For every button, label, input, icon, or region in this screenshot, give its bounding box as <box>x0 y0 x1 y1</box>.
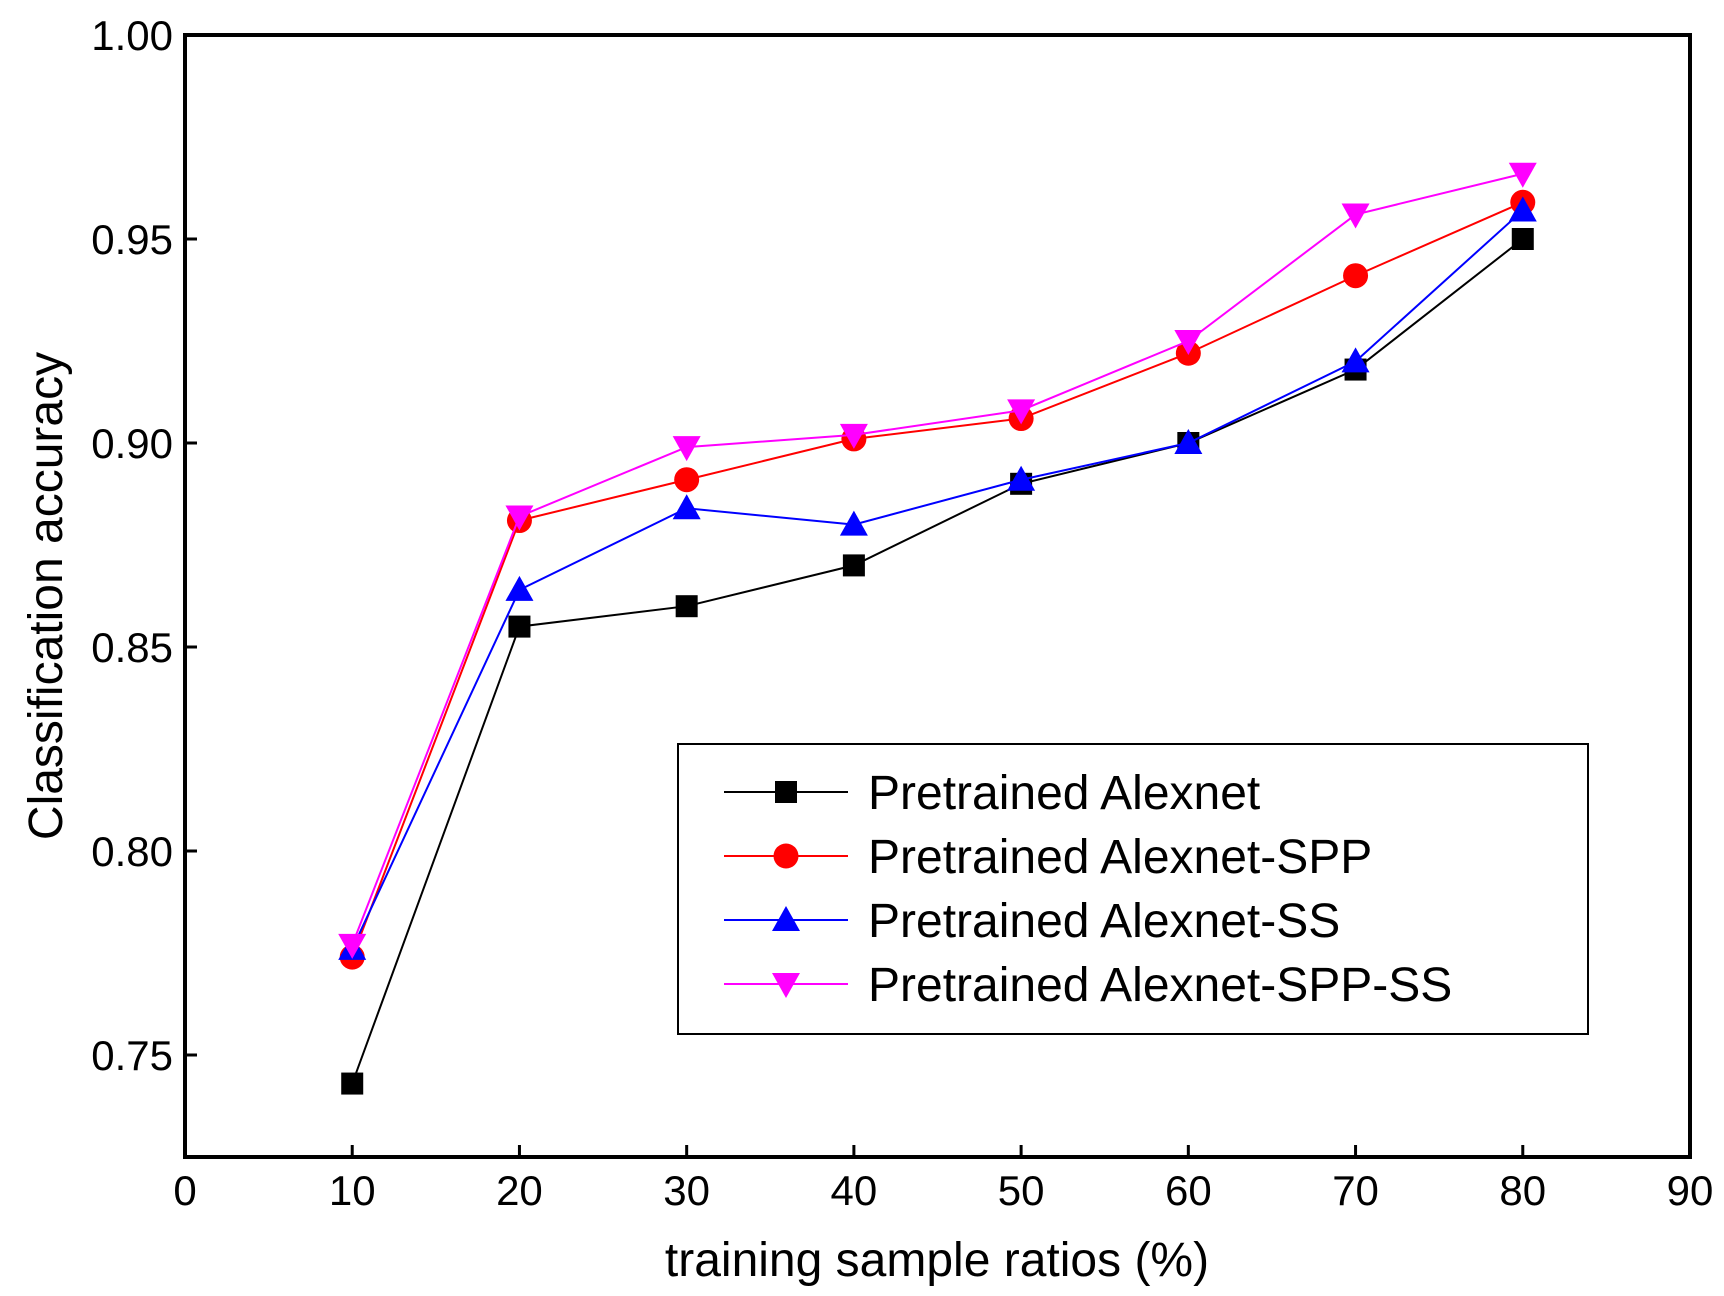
data-point <box>839 510 868 536</box>
data-point <box>338 933 367 959</box>
data-point <box>1007 399 1036 425</box>
data-point <box>1341 203 1370 229</box>
legend-label: Pretrained Alexnet-SPP <box>868 831 1372 884</box>
plot-frame <box>183 33 1692 1159</box>
data-point <box>675 595 698 618</box>
data-point <box>674 467 700 493</box>
legend-marker <box>772 906 800 931</box>
data-point <box>672 494 701 520</box>
x-tick-label: 80 <box>1499 1167 1546 1214</box>
data-point <box>1174 330 1203 355</box>
series-line <box>351 201 1524 958</box>
data-point <box>1511 228 1534 250</box>
x-tick-label: 40 <box>831 1167 878 1214</box>
y-tick-label: 0.75 <box>91 1032 173 1079</box>
data-point <box>1007 465 1036 491</box>
x-tick-label: 60 <box>1165 1167 1212 1214</box>
x-tick-label: 0 <box>173 1167 196 1214</box>
y-axis-title: Classification accuracy <box>20 352 73 840</box>
x-tick-label: 30 <box>663 1167 710 1214</box>
x-tick-label: 70 <box>1332 1167 1379 1214</box>
y-tick-label: 1.00 <box>91 12 173 59</box>
data-point <box>1508 162 1537 188</box>
data-point <box>505 505 534 531</box>
data-point <box>1174 429 1203 454</box>
data-point <box>839 423 868 449</box>
legend-entry: Pretrained Alexnet <box>724 767 1260 820</box>
legend-marker <box>772 973 800 998</box>
legend-label: Pretrained Alexnet-SPP-SS <box>868 959 1452 1012</box>
series-3 <box>338 196 1537 960</box>
legend-entry: Pretrained Alexnet-SPP <box>724 831 1372 884</box>
legend-entry: Pretrained Alexnet-SS <box>724 895 1340 948</box>
data-point <box>1341 347 1370 373</box>
x-tick-label: 10 <box>329 1167 376 1214</box>
y-tick-label: 0.90 <box>91 420 173 467</box>
data-point <box>505 575 534 601</box>
y-tick-label: 0.80 <box>91 828 173 875</box>
legend-label: Pretrained Alexnet-SS <box>868 895 1340 948</box>
data-point <box>672 436 701 462</box>
data-point <box>341 1072 364 1095</box>
x-axis-title: training sample ratios (%) <box>665 1234 1209 1287</box>
series-line <box>351 209 1524 950</box>
legend-entry: Pretrained Alexnet-SPP-SS <box>724 959 1452 1012</box>
x-tick-label: 20 <box>496 1167 543 1214</box>
legend-marker <box>775 781 797 803</box>
y-tick-label: 0.85 <box>91 624 173 671</box>
legend-label: Pretrained Alexnet <box>868 767 1260 820</box>
data-point <box>1343 263 1369 289</box>
x-axis-ticks: 0 10 20 30 40 50 60 70 80 90 <box>173 1145 1713 1214</box>
y-tick-label: 0.95 <box>91 216 173 263</box>
series-1 <box>341 228 1534 1095</box>
legend-marker <box>773 843 799 869</box>
series-line <box>351 238 1524 1084</box>
data-point <box>1508 196 1537 222</box>
data-point <box>508 615 531 638</box>
series-4 <box>338 162 1537 959</box>
data-point <box>842 554 865 577</box>
x-tick-label: 90 <box>1667 1167 1714 1214</box>
x-tick-label: 50 <box>998 1167 1045 1214</box>
series-line <box>351 172 1524 946</box>
y-axis-ticks: 0.75 0.80 0.85 0.90 0.95 1.00 <box>91 12 197 1079</box>
legend: Pretrained Alexnet Pretrained Alexnet-SPP… <box>677 743 1589 1035</box>
series-layer <box>338 162 1537 1095</box>
